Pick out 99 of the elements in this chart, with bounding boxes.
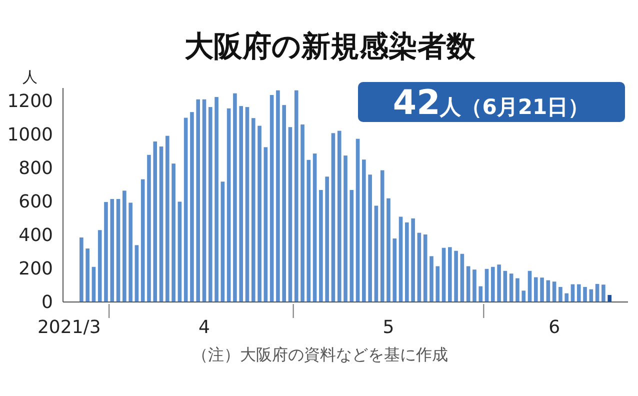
bar	[497, 264, 501, 302]
bar	[466, 266, 470, 302]
bar	[276, 90, 280, 302]
chart-title: 大阪府の新規感染者数	[184, 29, 476, 63]
bar	[288, 127, 292, 302]
bar	[386, 198, 390, 302]
bar	[503, 270, 508, 302]
bar	[540, 278, 544, 302]
bar	[190, 112, 194, 302]
text: （注）大阪府の資料などを基に作成	[192, 345, 448, 364]
bar	[128, 202, 132, 302]
bar	[436, 266, 440, 302]
bar	[122, 190, 126, 302]
y-tick-label: 400	[18, 224, 53, 246]
bar	[516, 278, 520, 302]
bar	[282, 105, 286, 302]
y-tick-label: 800	[18, 158, 53, 180]
bar	[528, 270, 532, 302]
bar	[331, 133, 336, 302]
bar	[454, 250, 458, 302]
bar	[589, 289, 594, 302]
bar	[116, 199, 120, 302]
bar	[214, 97, 218, 302]
bar	[306, 160, 311, 302]
bar	[140, 179, 145, 302]
bar	[98, 230, 102, 302]
bar	[484, 268, 489, 302]
bar	[159, 146, 164, 302]
y-tick-label: 1000	[7, 124, 53, 146]
bar	[233, 93, 237, 302]
bar	[226, 108, 231, 302]
bar	[245, 107, 250, 302]
bar	[350, 190, 354, 302]
bar	[184, 118, 188, 302]
bar	[380, 170, 384, 302]
y-tick-label: 200	[18, 258, 53, 280]
bar	[104, 202, 108, 302]
bar	[239, 106, 243, 302]
y-axis-title: 人	[22, 68, 38, 86]
bar	[80, 237, 84, 302]
bar	[172, 164, 176, 302]
bar	[564, 293, 568, 302]
bar	[166, 136, 170, 302]
bar	[300, 124, 304, 302]
bar	[178, 202, 182, 302]
bar	[368, 174, 372, 302]
bar	[220, 182, 225, 302]
bar	[258, 126, 262, 302]
bar	[423, 234, 428, 302]
y-tick-label: 600	[18, 191, 53, 212]
bar	[405, 222, 409, 302]
bar	[312, 154, 317, 302]
bar	[270, 95, 274, 302]
bar	[362, 160, 366, 302]
bar	[153, 142, 158, 302]
annotation: 42人（6月21日）	[392, 83, 590, 123]
bar	[294, 90, 298, 302]
bar	[608, 294, 612, 302]
bar	[134, 245, 139, 302]
bar	[509, 274, 514, 302]
bar	[430, 256, 434, 302]
bar	[147, 154, 151, 302]
bar	[325, 176, 329, 302]
bar	[534, 277, 538, 302]
bar	[208, 107, 212, 302]
x-tick-label: 2021/3	[37, 317, 101, 338]
bar	[264, 147, 268, 302]
bar	[196, 99, 200, 302]
bar	[583, 286, 587, 302]
bar	[448, 247, 452, 302]
bar	[558, 286, 562, 302]
y-tick-label: 0	[42, 292, 53, 313]
bar	[522, 290, 526, 302]
bar	[110, 199, 114, 302]
y-tick-label: 1200	[7, 91, 53, 112]
bar	[478, 286, 483, 302]
bar	[576, 284, 581, 302]
bar	[602, 284, 606, 302]
bar	[417, 232, 422, 302]
bar	[460, 254, 464, 302]
bar	[411, 218, 415, 302]
bar	[398, 216, 403, 302]
x-tick-label: 6	[548, 317, 560, 338]
x-tick-label: 5	[382, 317, 394, 338]
bar	[86, 248, 90, 302]
bar	[251, 118, 256, 302]
bar	[472, 270, 476, 302]
bar	[344, 156, 348, 302]
bar	[319, 190, 323, 302]
bar	[392, 238, 397, 302]
bar	[356, 138, 360, 302]
bar	[552, 282, 556, 302]
bar	[202, 99, 206, 302]
bar	[337, 130, 342, 302]
x-tick-label: 4	[198, 317, 210, 338]
bar	[490, 266, 495, 302]
bar	[92, 266, 96, 302]
bar	[374, 206, 378, 302]
bar	[442, 248, 446, 302]
